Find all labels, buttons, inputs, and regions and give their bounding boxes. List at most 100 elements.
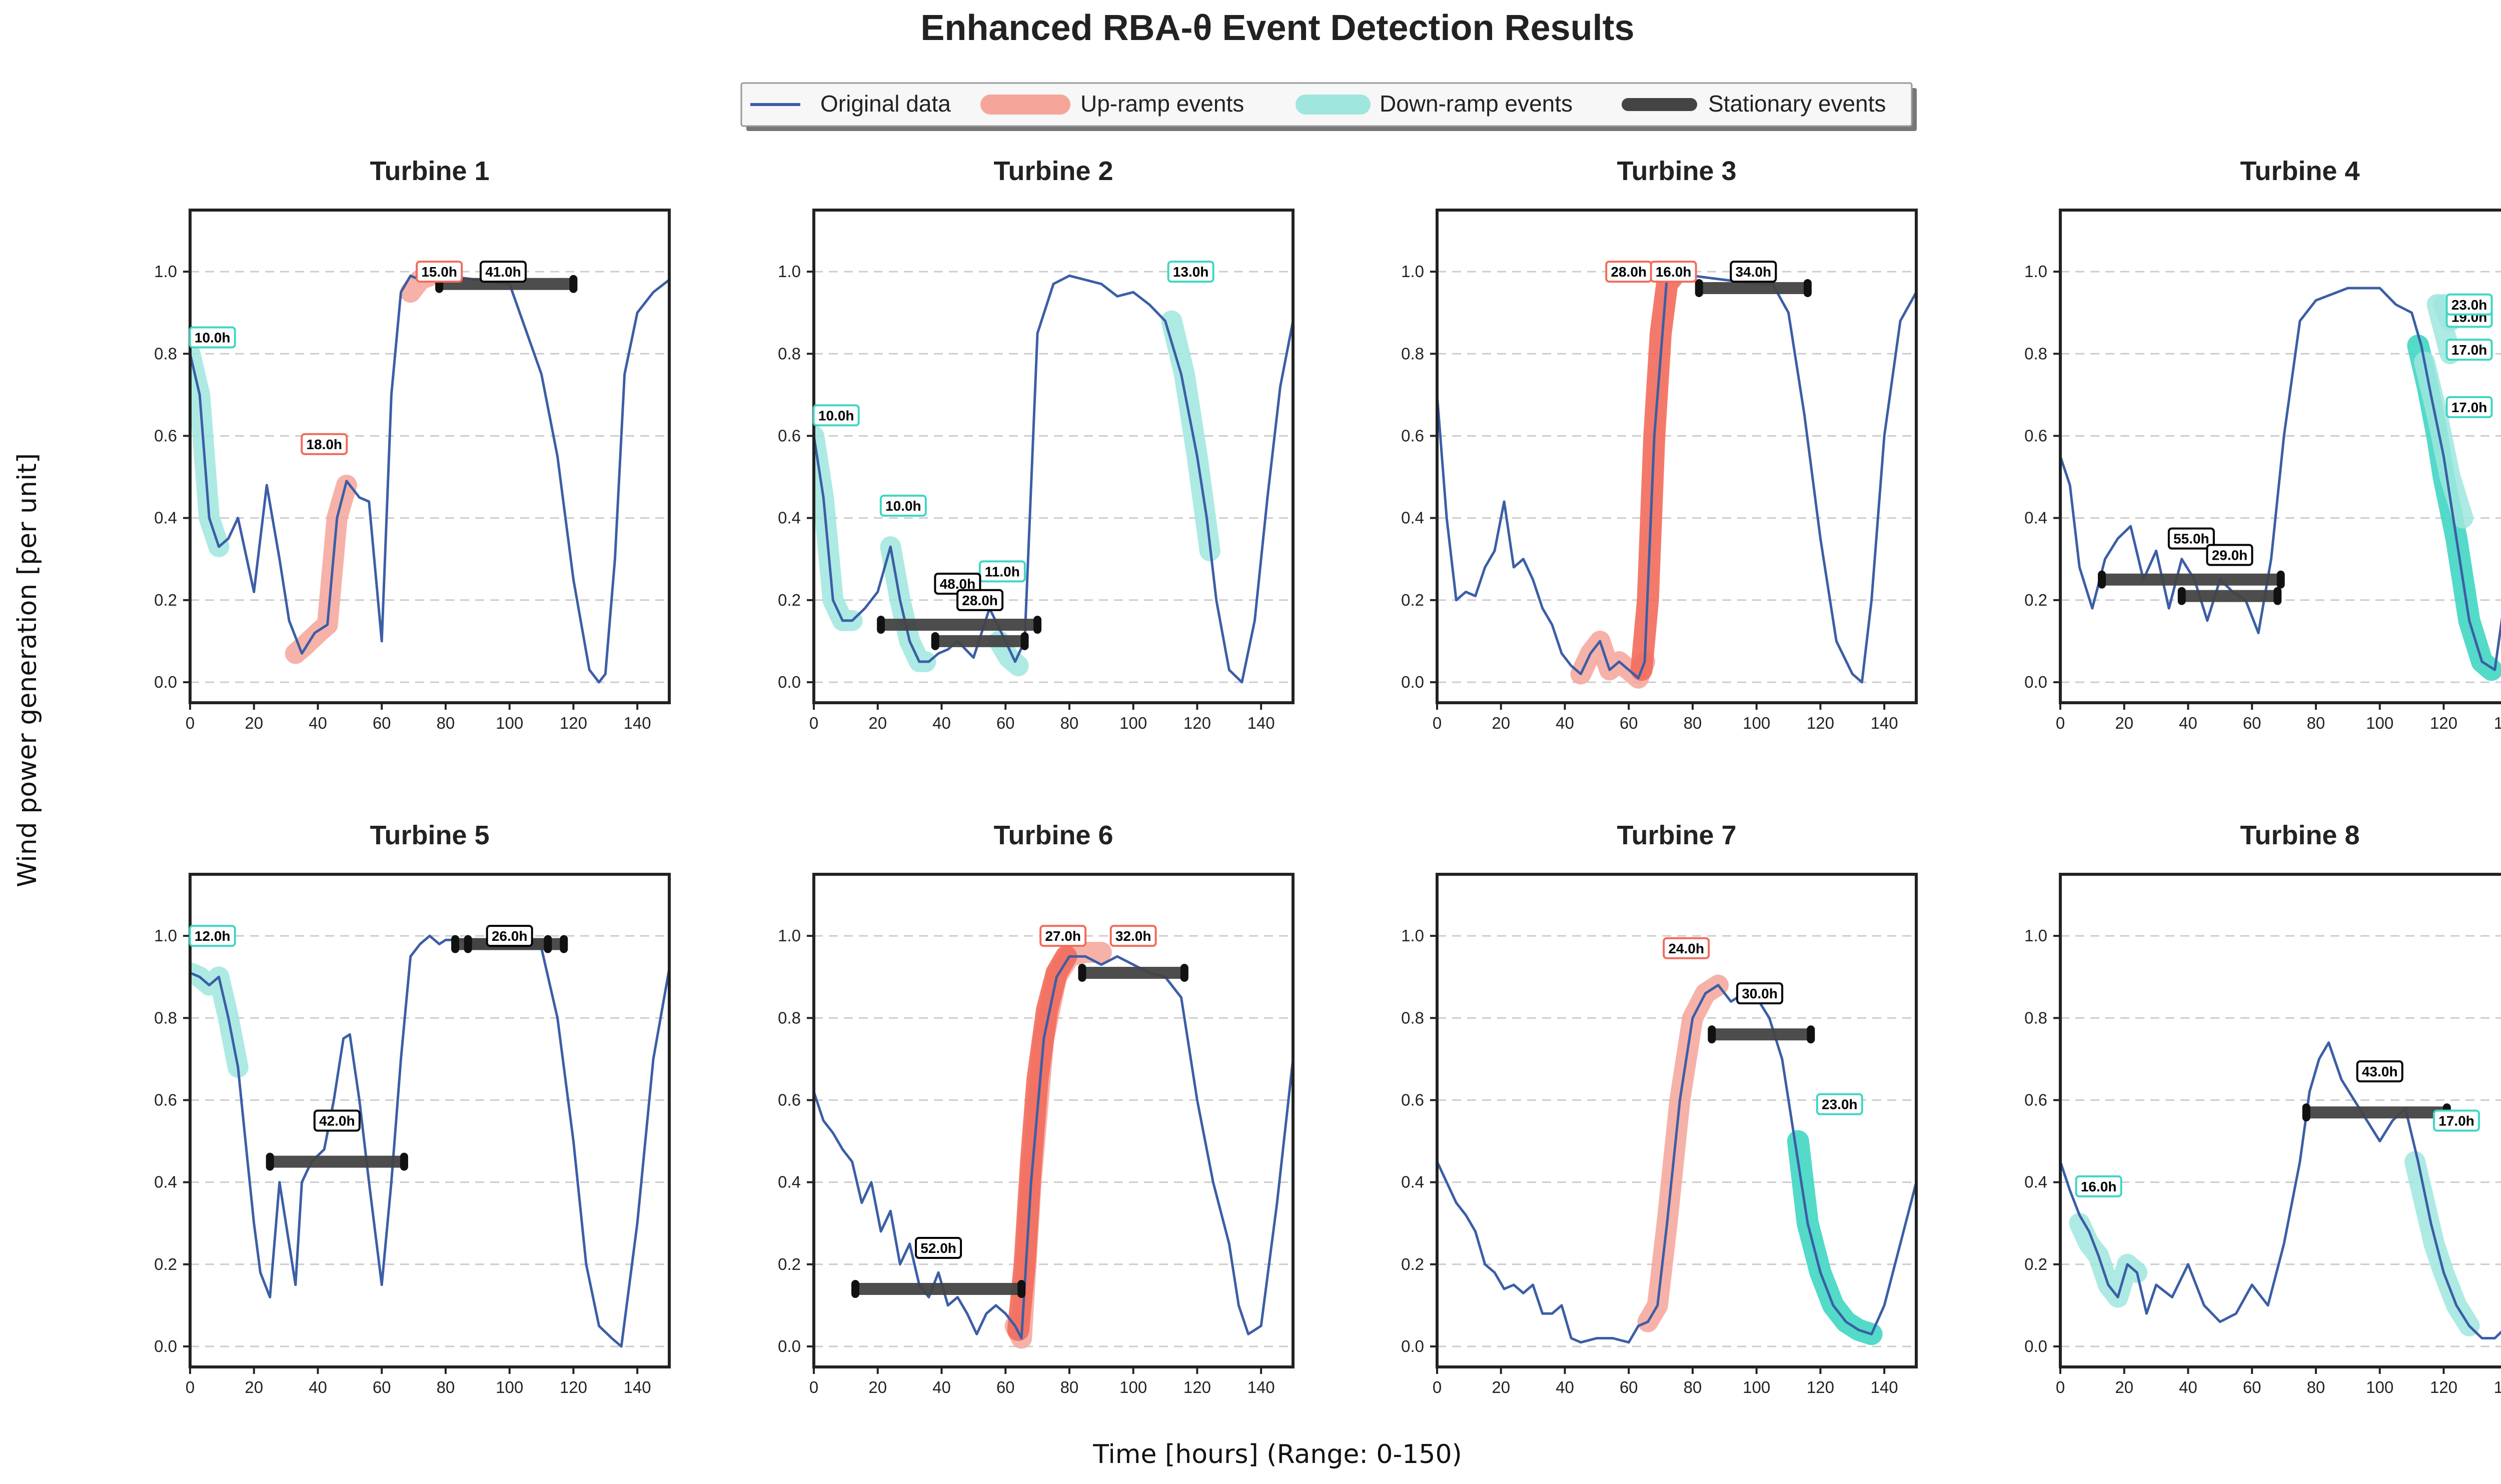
event-stationary-end (2098, 570, 2106, 589)
plot-area (190, 265, 669, 684)
event-stationary-end (2273, 587, 2282, 605)
y-tick-label: 0.0 (154, 1337, 177, 1355)
event-duration-label: 17.0h (2451, 342, 2487, 358)
event-label-box (2206, 544, 2253, 566)
plot-area (814, 942, 1293, 1349)
event-duration-label: 32.0h (1115, 928, 1151, 944)
event-duration-label: 34.0h (1735, 264, 1771, 280)
event-stationary-end (560, 935, 568, 953)
event-duration-label: 23.0h (1822, 1097, 1858, 1112)
event-label-box (189, 326, 236, 349)
y-tick-label: 0.4 (2024, 509, 2047, 527)
event-label-box (1650, 261, 1697, 283)
x-tick-label: 40 (2179, 1378, 2197, 1396)
y-axis-label: Wind power generation [per unit] (13, 453, 43, 887)
event-stationary-end (400, 1152, 408, 1171)
x-tick-label: 0 (186, 714, 195, 732)
event-stationary-end (266, 1152, 274, 1171)
x-tick-label: 140 (1247, 1378, 1275, 1396)
original-data-line (2060, 1041, 2501, 1339)
x-tick-label: 60 (2243, 714, 2261, 732)
event-duration-label: 27.0h (1045, 928, 1081, 944)
event-duration-label: 13.0h (1173, 264, 1209, 280)
event-label-box (479, 261, 527, 283)
x-tick-label: 100 (2366, 1378, 2393, 1396)
event-stationary-end (451, 935, 460, 953)
panel-1: Turbine 1 0.0 0.2 0.4 0.6 0.8 1.0 0 20 40 60 80 100 1… (154, 156, 671, 732)
x-tick-label: 80 (1060, 1378, 1079, 1396)
event-duration-label: 16.0h (1656, 264, 1692, 280)
y-tick-label: 1.0 (1401, 262, 1424, 281)
event-stationary-end (851, 1280, 860, 1298)
original-data-line (2060, 287, 2501, 671)
y-tick-label: 0.8 (1401, 344, 1424, 363)
y-tick-label: 0.0 (778, 673, 801, 691)
x-tick-label: 80 (1060, 714, 1079, 732)
x-tick-label: 20 (2115, 1378, 2133, 1396)
x-tick-label: 80 (2307, 1378, 2325, 1396)
event-duration-label: 24.0h (1668, 941, 1704, 956)
event-stationary-end (2302, 1103, 2310, 1122)
x-tick-label: 100 (1119, 1378, 1147, 1396)
event-stationary-end (544, 935, 552, 953)
x-tick-label: 0 (809, 714, 818, 732)
y-tick-label: 0.6 (154, 1090, 177, 1109)
panel-title: Turbine 5 (370, 820, 489, 850)
event-label-box (1816, 1093, 1863, 1115)
panels: Turbine 1 0.0 0.2 0.4 0.6 0.8 1.0 0 20 40 60 80 100 1… (154, 156, 2501, 1396)
y-tick-label: 0.8 (154, 1008, 177, 1027)
x-tick-label: 40 (1556, 714, 1574, 732)
x-tick-label: 100 (1119, 714, 1147, 732)
panel-title: Turbine 2 (993, 156, 1113, 186)
x-tick-label: 120 (2430, 714, 2457, 732)
event-duration-label: 10.0h (195, 330, 231, 345)
event-stationary-end (1017, 1280, 1026, 1298)
x-tick-label: 140 (1871, 714, 1898, 732)
event-duration-label: 30.0h (1742, 986, 1778, 1001)
x-tick-label: 40 (309, 1378, 327, 1396)
y-tick-label: 0.6 (2024, 1090, 2047, 1109)
panel-frame (812, 209, 1295, 704)
event-stationary-end (1180, 964, 1188, 982)
x-tick-label: 60 (996, 1378, 1015, 1396)
y-tick-label: 0.4 (154, 509, 177, 527)
y-tick-label: 0.6 (154, 426, 177, 445)
x-tick-label: 140 (1247, 714, 1275, 732)
panel-title: Turbine 8 (2240, 820, 2359, 850)
event-stationary-end (1708, 1025, 1716, 1044)
y-tick-label: 0.0 (154, 673, 177, 691)
event-duration-label: 55.0h (2173, 531, 2209, 547)
event-duration-label: 12.0h (195, 928, 231, 944)
x-tick-label: 40 (309, 714, 327, 732)
x-tick-label: 60 (1620, 1378, 1638, 1396)
y-tick-label: 0.6 (778, 1090, 801, 1109)
event-label-box (2445, 293, 2493, 316)
x-tick-label: 100 (2366, 714, 2393, 732)
event-stationary-end (1695, 279, 1703, 297)
event-label-box (879, 495, 927, 517)
event-stationary-end (877, 616, 885, 634)
y-tick-label: 0.4 (2024, 1173, 2047, 1191)
event-stationary-end (1020, 632, 1029, 650)
panel-title: Turbine 7 (1617, 820, 1736, 850)
panel-7: Turbine 7 0.0 0.2 0.4 0.6 0.8 1.0 0 20 40 60 80 100 1… (1401, 820, 1918, 1396)
event-label-box (1730, 261, 1777, 283)
plot-area (814, 274, 1293, 684)
y-tick-label: 0.2 (778, 1255, 801, 1273)
x-tick-label: 100 (496, 1378, 523, 1396)
y-tick-label: 0.4 (1401, 509, 1424, 527)
event-label-box (313, 1109, 361, 1132)
y-tick-label: 1.0 (778, 926, 801, 945)
event-label-box (189, 925, 236, 947)
y-tick-label: 0.0 (1401, 673, 1424, 691)
x-tick-label: 120 (560, 1378, 587, 1396)
event-label-box (978, 560, 1026, 583)
x-axis-label: Time [hours] (Range: 0-150) (1092, 1439, 1462, 1469)
y-tick-label: 0.2 (2024, 1255, 2047, 1273)
x-tick-label: 120 (560, 714, 587, 732)
y-tick-label: 0.8 (778, 344, 801, 363)
y-tick-label: 0.0 (2024, 673, 2047, 691)
plot-area (1437, 265, 1916, 689)
event-label-box (486, 925, 533, 947)
x-tick-label: 0 (2056, 1378, 2065, 1396)
